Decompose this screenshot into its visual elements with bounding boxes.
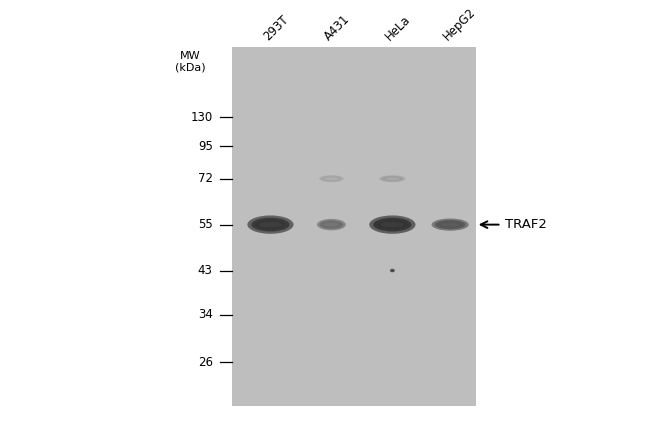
Text: HeLa: HeLa: [384, 13, 413, 43]
Ellipse shape: [384, 177, 400, 181]
Text: 43: 43: [198, 264, 213, 277]
Ellipse shape: [441, 223, 460, 227]
Ellipse shape: [321, 176, 341, 181]
Ellipse shape: [259, 222, 282, 227]
Ellipse shape: [378, 220, 408, 229]
Text: MW
(kDa): MW (kDa): [175, 51, 205, 72]
Text: 55: 55: [198, 218, 213, 231]
Ellipse shape: [386, 178, 399, 180]
Text: A431: A431: [322, 12, 353, 43]
Text: 26: 26: [198, 356, 213, 369]
Ellipse shape: [390, 269, 395, 272]
Ellipse shape: [382, 176, 403, 181]
Ellipse shape: [380, 175, 405, 182]
Ellipse shape: [317, 219, 346, 230]
Text: 72: 72: [198, 172, 213, 185]
Ellipse shape: [391, 270, 394, 271]
Text: 130: 130: [190, 111, 213, 124]
Text: 293T: 293T: [261, 13, 291, 43]
Ellipse shape: [320, 220, 343, 229]
Text: 95: 95: [198, 140, 213, 153]
Ellipse shape: [319, 175, 344, 182]
Ellipse shape: [324, 177, 339, 181]
Ellipse shape: [373, 218, 411, 232]
Ellipse shape: [248, 216, 294, 234]
Ellipse shape: [391, 270, 394, 271]
Ellipse shape: [252, 218, 289, 232]
Text: HepG2: HepG2: [441, 5, 478, 43]
Text: 34: 34: [198, 308, 213, 321]
Ellipse shape: [390, 269, 395, 273]
Text: TRAF2: TRAF2: [504, 218, 547, 231]
Ellipse shape: [324, 223, 339, 226]
Ellipse shape: [255, 220, 285, 229]
Ellipse shape: [438, 222, 462, 228]
Bar: [232, 47, 476, 406]
Ellipse shape: [322, 222, 341, 227]
Ellipse shape: [325, 178, 337, 180]
Ellipse shape: [369, 216, 415, 234]
Ellipse shape: [432, 219, 469, 231]
Ellipse shape: [435, 220, 465, 229]
Ellipse shape: [381, 222, 404, 227]
